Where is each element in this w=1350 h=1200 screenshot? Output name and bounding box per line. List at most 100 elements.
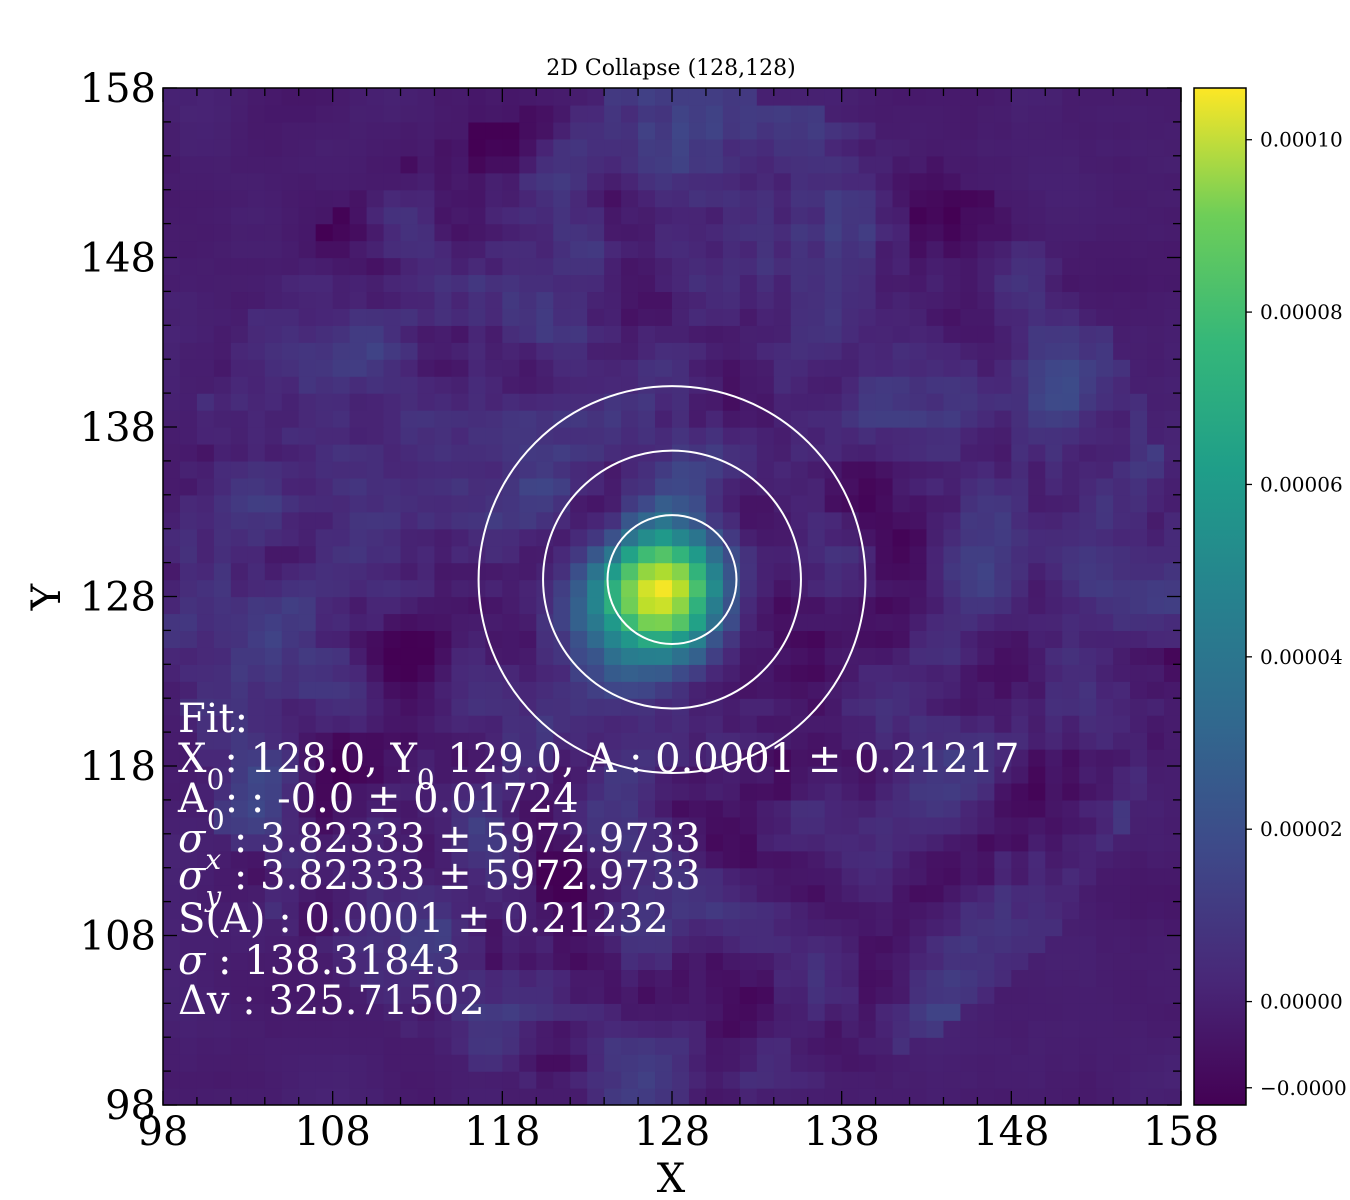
heatmap-cell [1079, 1071, 1097, 1089]
heatmap-cell [519, 155, 537, 174]
heatmap-cell [756, 240, 775, 259]
heatmap-cell [1164, 952, 1181, 971]
heatmap-cell [417, 1003, 436, 1021]
y-tick-label: 118 [80, 744, 156, 790]
heatmap-cell [281, 935, 300, 954]
heatmap-cell [858, 596, 877, 615]
heatmap-cell [790, 647, 809, 665]
heatmap-cell [1079, 155, 1097, 174]
heatmap-cell [468, 681, 486, 699]
heatmap-cell [722, 443, 741, 462]
heatmap-cell [756, 121, 775, 140]
heatmap-cell [739, 562, 758, 581]
heatmap-cell [960, 630, 978, 648]
heatmap-cell [790, 376, 809, 394]
heatmap-cell [977, 257, 995, 276]
heatmap-cell [688, 596, 707, 615]
heatmap-cell [1011, 393, 1029, 411]
heatmap-cell [688, 715, 707, 733]
heatmap-cell [213, 901, 232, 920]
heatmap-cell [400, 833, 419, 852]
heatmap-cell [621, 206, 639, 225]
heatmap-cell [1062, 596, 1080, 615]
heatmap-cell [1028, 494, 1046, 513]
heatmap-cell [909, 359, 928, 377]
heatmap-cell [1130, 1054, 1148, 1072]
heatmap-cell [230, 138, 249, 157]
colorbar-tick-label: 0.00006 [1260, 472, 1343, 496]
heatmap-cell [434, 545, 453, 564]
heatmap-cell [179, 715, 198, 733]
heatmap-cell [858, 1037, 877, 1055]
heatmap-cell [621, 274, 639, 293]
heatmap-cell [1079, 1088, 1097, 1105]
heatmap-cell [247, 494, 266, 513]
heatmap-cell [315, 393, 334, 411]
heatmap-cell [739, 884, 758, 903]
heatmap-cell [434, 884, 453, 903]
heatmap-cell [807, 596, 826, 615]
heatmap-cell [790, 88, 809, 106]
heatmap-cell [315, 206, 334, 225]
heatmap-cell [1147, 1054, 1165, 1072]
heatmap-cell [315, 1003, 334, 1021]
heatmap-cell [163, 223, 181, 242]
heatmap-cell [196, 393, 215, 411]
heatmap-cell [705, 1054, 724, 1072]
heatmap-cell [383, 274, 402, 293]
heatmap-cell [977, 240, 995, 259]
heatmap-cell [824, 664, 843, 682]
heatmap-cell [163, 867, 181, 886]
heatmap-cell [196, 291, 215, 309]
heatmap-cell [705, 579, 724, 598]
heatmap-cell [349, 681, 368, 699]
heatmap-cell [163, 325, 181, 343]
heatmap-cell [1147, 833, 1165, 852]
heatmap-cell [688, 427, 707, 445]
heatmap-cell [315, 257, 334, 276]
heatmap-cell [1062, 88, 1080, 106]
heatmap-cell [163, 1003, 181, 1021]
heatmap-cell [1011, 630, 1029, 648]
heatmap-cell [841, 816, 860, 835]
heatmap-cell [875, 562, 894, 581]
heatmap-cell [722, 884, 741, 903]
heatmap-cell [807, 1088, 826, 1105]
heatmap-cell [383, 698, 402, 716]
heatmap-cell [553, 816, 571, 835]
heatmap-cell [1130, 477, 1148, 496]
heatmap-cell [519, 477, 537, 496]
heatmap-cell [553, 342, 571, 360]
heatmap-cell [621, 121, 639, 140]
heatmap-cell [230, 1003, 249, 1021]
heatmap-cell [298, 782, 317, 801]
heatmap-cell [553, 715, 571, 733]
heatmap-cell [1096, 850, 1114, 869]
heatmap-cell [196, 223, 215, 242]
heatmap-cell [179, 698, 198, 716]
heatmap-cell [1028, 986, 1046, 1004]
heatmap-cell [400, 257, 419, 276]
heatmap-cell [638, 969, 656, 987]
heatmap-cell [1011, 579, 1029, 598]
heatmap-cell [807, 782, 826, 801]
heatmap-cell [705, 325, 724, 343]
heatmap-cell [451, 935, 469, 954]
heatmap-cell [841, 969, 860, 987]
heatmap-cell [621, 596, 639, 615]
heatmap-cell [1130, 749, 1148, 767]
heatmap-cell [179, 172, 198, 191]
heatmap-cell [1028, 240, 1046, 259]
heatmap-cell [960, 511, 978, 530]
heatmap-cell [587, 1003, 605, 1021]
heatmap-cell [349, 223, 368, 242]
heatmap-cell [756, 342, 775, 360]
heatmap-cell [230, 528, 249, 547]
heatmap-cell [502, 766, 520, 784]
heatmap-cell [434, 291, 453, 309]
heatmap-cell [417, 240, 436, 259]
heatmap-cell [1113, 596, 1131, 615]
heatmap-cell [553, 918, 571, 937]
heatmap-cell [943, 155, 962, 174]
heatmap-cell [451, 969, 469, 987]
